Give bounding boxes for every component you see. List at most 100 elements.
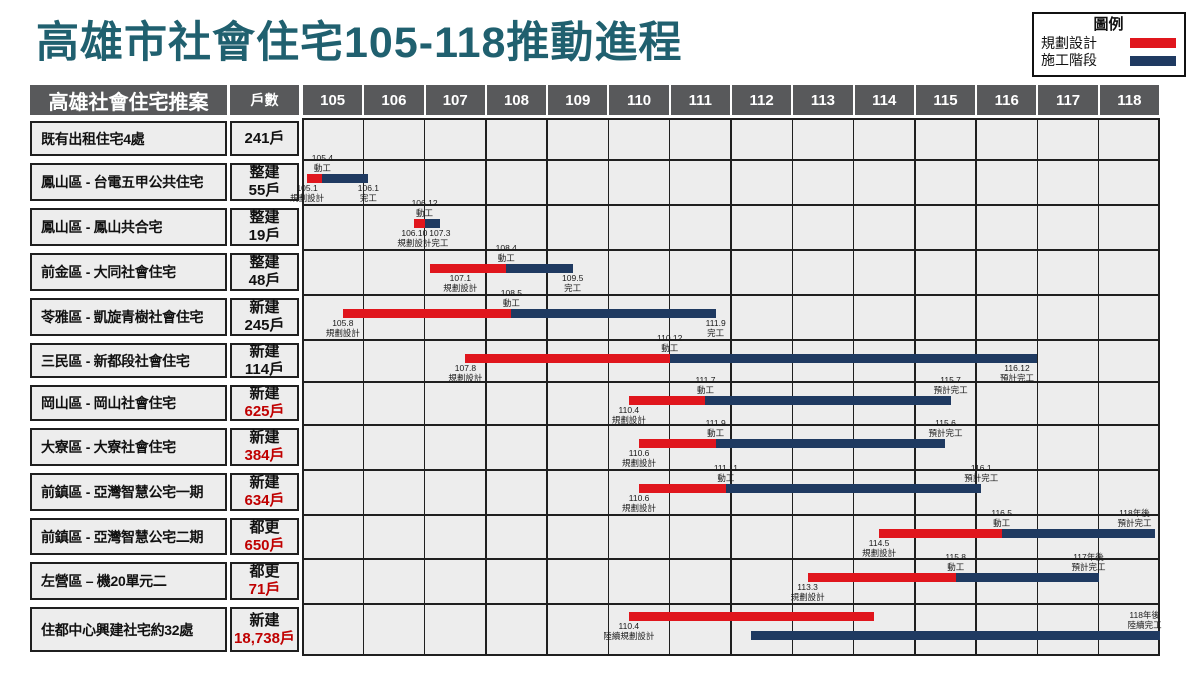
bar-label-term: 預計完工 xyxy=(964,472,999,483)
bar-label-date: 110.4 xyxy=(618,405,640,415)
bar-label: 108.4 動工 xyxy=(496,243,517,263)
bar-label-date: 107.8 xyxy=(454,363,477,373)
gantt-bar-planning xyxy=(639,483,726,493)
gantt-bar-planning xyxy=(628,611,874,621)
units-cell: 新建 114戶 xyxy=(230,343,299,378)
gantt-bar-planning xyxy=(807,572,956,582)
bar-label-term: 動工 xyxy=(696,384,714,395)
bar-label-term: 預計完工 xyxy=(928,427,963,438)
units-cell: 241戶 xyxy=(230,121,299,156)
grid-hline xyxy=(302,469,1160,471)
bar-label: 111.7 動工 xyxy=(695,375,715,395)
gantt-bar-construction xyxy=(424,218,440,228)
bar-label-term: 預計完工 xyxy=(933,384,968,395)
year-header-108: 108 xyxy=(486,85,547,115)
gantt-bar-construction xyxy=(322,173,369,183)
grid-vline xyxy=(914,118,916,656)
year-header-114: 114 xyxy=(854,85,914,115)
units-cell: 新建 245戶 xyxy=(230,298,299,336)
legend-label-construction: 施工階段 xyxy=(1041,51,1097,68)
bar-label: 114.5 規劃設計 xyxy=(862,538,896,558)
bar-label: 116.1 預計完工 xyxy=(964,463,998,483)
project-type: 新建 xyxy=(249,385,280,402)
gantt-bar-planning xyxy=(342,308,512,318)
bar-label: 109.5 完工 xyxy=(562,273,583,293)
gantt-bar-planning xyxy=(879,528,1002,538)
bar-label-date: 117年後 xyxy=(1073,551,1104,562)
bar-label-date: 110.6 xyxy=(628,493,650,503)
year-header-111: 111 xyxy=(670,85,730,115)
grid-hline xyxy=(302,294,1160,296)
project-type: 整建 xyxy=(249,209,280,226)
grid-vline xyxy=(607,118,610,656)
bar-label: 110.4 規劃設計 xyxy=(612,405,646,425)
bar-label: 111.11 動工 xyxy=(714,463,738,483)
units-cell: 新建 625戶 xyxy=(230,385,299,421)
gantt-bar-planning xyxy=(639,438,716,448)
grid-vline xyxy=(485,118,487,656)
row-name: 前鎮區 - 亞灣智慧公宅二期 xyxy=(30,518,227,555)
grid-hline xyxy=(302,603,1160,605)
bar-label: 106.1 完工 xyxy=(358,183,379,203)
bar-label: 106.10 規劃設計 xyxy=(397,228,431,248)
year-header-106: 106 xyxy=(364,85,424,115)
grid-vline xyxy=(546,118,548,656)
legend-box: 圖例 規劃設計 施工階段 xyxy=(1032,12,1186,77)
column-header-project: 高雄社會住宅推案 xyxy=(30,85,227,115)
grid-vline xyxy=(791,118,794,656)
row-name: 左營區 – 機20單元二 xyxy=(30,562,227,600)
project-type: 新建 xyxy=(249,611,280,629)
row-name: 大寮區 - 大寮社會住宅 xyxy=(30,428,227,466)
legend-title: 圖例 xyxy=(1093,16,1124,33)
row-name: 住都中心興建社宅約32處 xyxy=(30,607,227,652)
gantt-bar-planning xyxy=(429,263,507,273)
grid-hline xyxy=(302,249,1160,251)
bar-label-date: 106.1 xyxy=(357,183,380,193)
year-header-109: 109 xyxy=(548,85,608,115)
project-type: 整建 xyxy=(249,164,280,181)
unit-count: 245戶 xyxy=(244,317,285,334)
bar-label-term: 預計完工 xyxy=(1071,561,1106,572)
bar-label-date: 110.6 xyxy=(628,448,650,458)
bar-label-term: 規劃設計 xyxy=(862,548,897,559)
bar-label: 105.1 規劃設計 xyxy=(290,183,324,203)
column-header-units: 戶數 xyxy=(230,85,299,115)
units-cell: 新建 18,738戶 xyxy=(230,607,299,652)
unit-count: 241戶 xyxy=(244,129,285,147)
gantt-bar-construction xyxy=(669,353,1038,363)
bar-label: 111.9 動工 xyxy=(706,418,726,438)
grid-vline xyxy=(975,118,977,656)
grid-hline xyxy=(302,424,1160,426)
bar-label-date: 111.9 xyxy=(705,318,726,328)
grid-vline xyxy=(852,118,855,656)
row-name: 前金區 - 大同社會住宅 xyxy=(30,253,227,291)
bar-label-date: 118年後 xyxy=(1129,609,1160,620)
bar-label-date: 111.9 xyxy=(705,417,726,428)
bar-label: 105.8 規劃設計 xyxy=(326,318,360,338)
units-cell: 新建 384戶 xyxy=(230,428,299,466)
unit-count: 114戶 xyxy=(244,360,285,378)
bar-label-date: 107.3 xyxy=(429,228,451,238)
bar-label-date: 111.7 xyxy=(695,374,716,385)
row-name: 苓雅區 - 凱旋青樹社會住宅 xyxy=(30,298,227,336)
gantt-bar-construction xyxy=(715,438,946,448)
construction-swatch-icon xyxy=(1130,55,1176,66)
gantt-bar-planning xyxy=(307,173,323,183)
legend-item-construction: 施工階段 xyxy=(1041,51,1176,68)
bar-label-term: 完工 xyxy=(359,193,377,204)
bar-label-term: 動工 xyxy=(707,427,725,438)
project-type: 新建 xyxy=(249,429,280,446)
bar-label-date: 108.5 xyxy=(500,287,523,298)
bar-label-term: 動工 xyxy=(497,252,515,263)
grid-vline xyxy=(362,118,365,656)
unit-count: 625戶 xyxy=(244,403,285,420)
bar-label: 108.5 動工 xyxy=(501,288,522,308)
bar-label-term: 陸續規劃設計 xyxy=(603,631,655,642)
bar-label-term: 動工 xyxy=(661,342,679,353)
gantt-bar-planning xyxy=(465,353,670,363)
unit-count: 650戶 xyxy=(244,536,285,554)
gantt-bar-construction xyxy=(1001,528,1155,538)
project-type: 新建 xyxy=(249,299,280,316)
bar-label-term: 完工 xyxy=(564,283,582,294)
